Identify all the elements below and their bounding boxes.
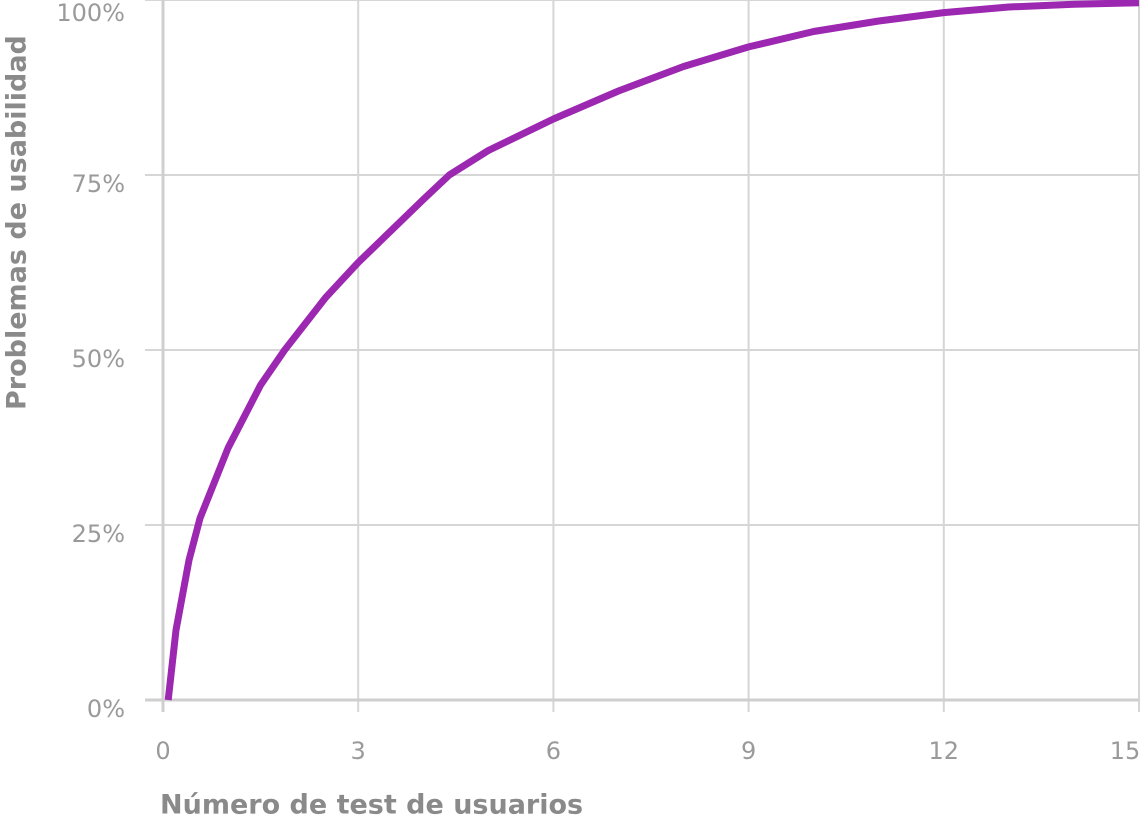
x-tick-label: 12 xyxy=(929,737,960,765)
y-axis-title: Problemas de usabilidad xyxy=(2,35,33,410)
y-tick-label: 25% xyxy=(72,520,125,548)
data-line xyxy=(164,0,1140,701)
y-tick-label: 75% xyxy=(72,170,125,198)
x-tick-label: 9 xyxy=(741,737,756,765)
x-tick-label: 3 xyxy=(351,737,366,765)
y-tick-label: 50% xyxy=(72,345,125,373)
x-tick-label: 6 xyxy=(546,737,561,765)
y-tick-label: 0% xyxy=(87,695,125,723)
x-tick-label: 0 xyxy=(155,737,170,765)
x-axis-title: Número de test de usuarios xyxy=(160,790,583,821)
x-tick-label: 15 xyxy=(1110,737,1141,765)
y-tick-label: 100% xyxy=(56,0,125,27)
